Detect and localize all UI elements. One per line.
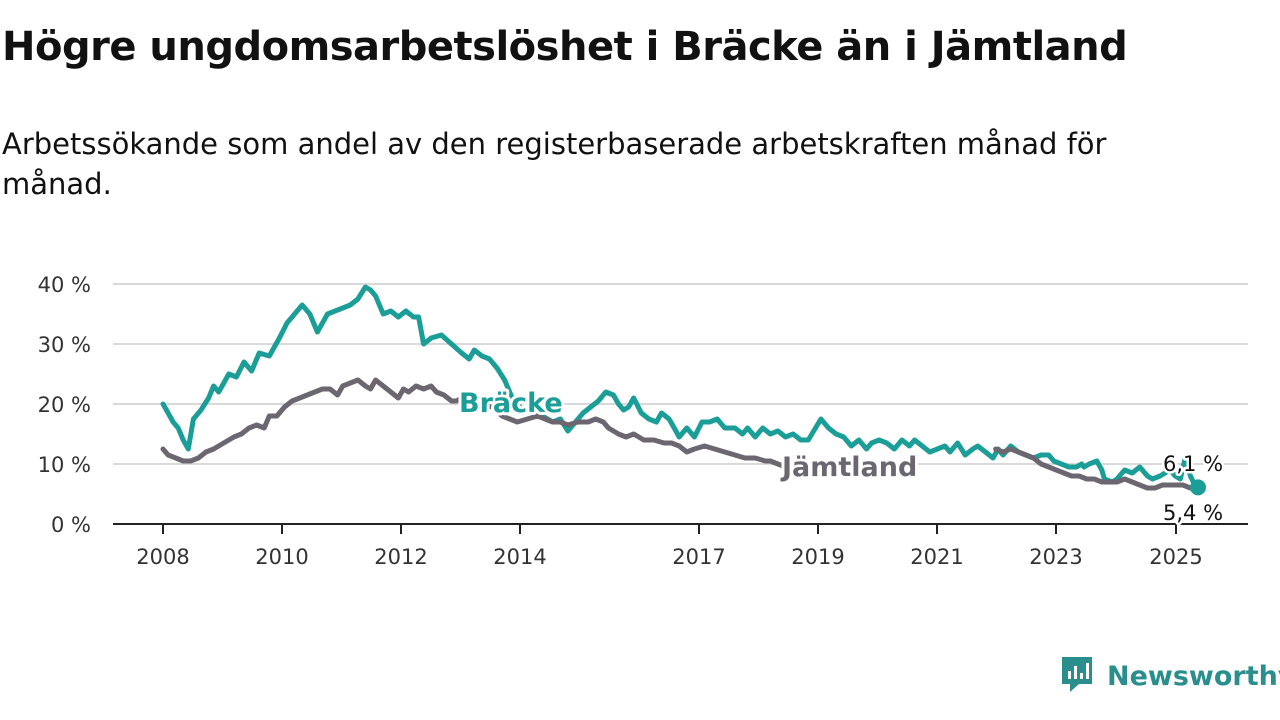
series-label-bracke: Bräcke [459, 388, 563, 419]
x-tick-label: 2014 [493, 545, 546, 569]
y-tick-label: 0 % [51, 513, 91, 537]
series-line-bracke [160, 284, 1201, 495]
series-line-jamtland [993, 446, 1201, 491]
end-value-label-bracke: 6,1 % [1163, 452, 1223, 476]
series-end-marker [1190, 479, 1206, 496]
chart-subtitle: Arbetssökande som andel av den registerb… [2, 127, 1107, 201]
newsworthy-logo-icon [1059, 654, 1095, 698]
x-tick-label: 2010 [255, 545, 308, 569]
series-lines [160, 284, 1206, 496]
x-tick-label: 2008 [136, 545, 189, 569]
brand-name: Newsworthy [1107, 660, 1280, 692]
x-tick-label: 2021 [910, 545, 963, 569]
y-tick-label: 10 % [38, 453, 91, 477]
y-tick-label: 40 % [38, 273, 91, 297]
x-tick-label: 2012 [374, 545, 427, 569]
series-labels: Bräcke Jämtland 6,1 % 5,4 % [456, 385, 1226, 528]
end-value-label-jamtland: 5,4 % [1163, 501, 1223, 525]
x-tick-label: 2025 [1149, 545, 1202, 569]
x-axis: 2008 2010 2012 2014 2017 2019 2021 2023 2025 [113, 523, 1248, 569]
x-tick-label: 2017 [672, 545, 725, 569]
x-tick-label: 2023 [1029, 545, 1082, 569]
y-tick-label: 30 % [38, 333, 91, 357]
y-axis: 0 % 10 % 20 % 30 % 40 % [38, 273, 91, 537]
y-tick-label: 20 % [38, 393, 91, 417]
newsworthy-brand: Newsworthy [1059, 654, 1280, 698]
x-tick-label: 2019 [791, 545, 844, 569]
series-label-jamtland: Jämtland [780, 452, 917, 483]
series-line-jamtland [160, 377, 796, 473]
chart-title: Högre ungdomsarbetslöshet i Bräcke än i … [2, 24, 1128, 70]
